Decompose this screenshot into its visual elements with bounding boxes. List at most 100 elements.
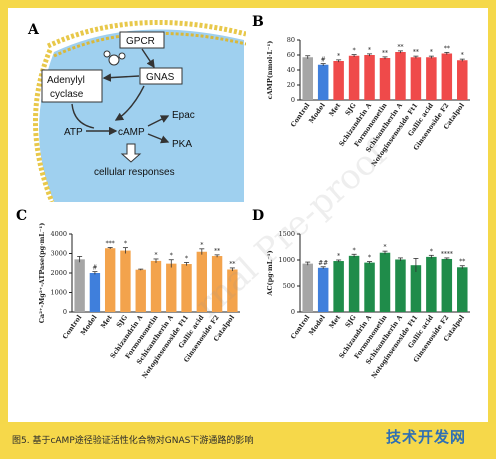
category-label: Met bbox=[327, 102, 342, 118]
bar-gallic-acid bbox=[196, 251, 208, 312]
bar-notoginsenoside-ft1 bbox=[410, 265, 422, 312]
y-tick-label: 1000 bbox=[278, 256, 295, 264]
camp-to-epac-arrow bbox=[147, 115, 170, 127]
bar-schisantherin-a bbox=[395, 52, 406, 100]
bar-model bbox=[317, 64, 329, 100]
significance-mark: * bbox=[353, 247, 356, 254]
category-label: Control bbox=[289, 313, 312, 341]
bar-model bbox=[317, 267, 329, 312]
vesicle-2 bbox=[118, 52, 126, 60]
category-label: Control bbox=[289, 101, 312, 129]
pka-label: PKA bbox=[172, 139, 192, 150]
category-label: SJG bbox=[344, 101, 358, 117]
vesicle-3 bbox=[103, 50, 111, 58]
category-label: Met bbox=[99, 314, 114, 330]
panel-letter-a: A bbox=[27, 22, 40, 38]
cell-membrane-left bbox=[33, 49, 55, 202]
bar-model bbox=[89, 273, 101, 312]
significance-mark: * bbox=[337, 53, 340, 60]
cyclase-label: cyclase bbox=[50, 89, 84, 100]
y-tick-label: 2000 bbox=[50, 269, 67, 277]
cyclase-to-camp-arrow bbox=[71, 103, 95, 129]
bar-ginsenoside-f2 bbox=[211, 256, 223, 312]
significance-mark: * bbox=[368, 47, 371, 54]
significance-mark: * bbox=[461, 52, 464, 59]
significance-mark: ** bbox=[382, 50, 388, 57]
chart-b-camp: B 0 20 40 60 80 cAMP(nmol·L⁻¹) Control # Model * Me… bbox=[252, 14, 470, 168]
chart-d-ac: D 0 500 1000 1500 AC(pg·mL⁻¹) Control ## Model * M… bbox=[252, 208, 470, 380]
significance-mark: * bbox=[368, 255, 371, 262]
significance-mark: ** bbox=[229, 261, 235, 268]
bar-schisantherin-a bbox=[166, 263, 177, 312]
category-label: SJG bbox=[344, 313, 358, 329]
figure-caption: 图5. 基于cAMP途径验证活性化合物对GNAS下游通路的影响 bbox=[12, 436, 254, 446]
significance-mark: * bbox=[337, 253, 340, 260]
bar-gallic-acid bbox=[426, 256, 437, 312]
significance-mark: *** bbox=[106, 240, 115, 247]
bar-sjg bbox=[348, 55, 360, 100]
category-label: Model bbox=[307, 101, 327, 125]
significance-mark: * bbox=[384, 244, 387, 251]
y-tick-label: 40 bbox=[287, 66, 295, 74]
bar-schizandrin-a bbox=[364, 55, 375, 100]
y-tick-label: 1000 bbox=[50, 289, 67, 297]
site-logo: 技术开发网 bbox=[386, 428, 467, 446]
significance-mark: * bbox=[155, 252, 158, 259]
cellular-responses-label: cellular responses bbox=[94, 167, 175, 178]
gpcr-to-gnas-arrow bbox=[141, 48, 155, 69]
bar-schizandrin-a bbox=[135, 269, 146, 312]
significance-mark: ** bbox=[444, 45, 450, 52]
panel-letter-b: B bbox=[252, 14, 264, 30]
y-tick-label: 3000 bbox=[50, 250, 67, 258]
y-tick-label: 1500 bbox=[278, 230, 295, 238]
atp-label: ATP bbox=[64, 127, 83, 138]
bar-notoginsenoside-ft1 bbox=[410, 57, 422, 100]
bar-formononetin bbox=[379, 252, 391, 312]
bar-schizandrin-a bbox=[364, 262, 375, 312]
significance-mark: ** bbox=[214, 248, 220, 255]
category-label: Met bbox=[327, 314, 342, 330]
bar-ginsenoside-f2 bbox=[441, 53, 453, 100]
category-label: SJG bbox=[115, 313, 129, 329]
significance-mark: **** bbox=[441, 251, 453, 258]
significance-mark: * bbox=[185, 255, 188, 262]
y-axis-label: cAMP(nmol·L⁻¹) bbox=[266, 41, 274, 100]
gnas-label: GNAS bbox=[146, 72, 175, 83]
significance-mark: # bbox=[321, 57, 326, 64]
significance-mark: * bbox=[200, 242, 203, 249]
gnas-to-cyclase-arrow bbox=[102, 73, 140, 82]
chart-c-atpase: C 0 1000 2000 3000 4000 Ca²⁺-Mg²⁺-ATPase(pg·mL… bbox=[16, 208, 240, 380]
category-label: Model bbox=[79, 313, 99, 337]
y-tick-label: 20 bbox=[287, 81, 295, 89]
y-tick-label: 0 bbox=[291, 308, 295, 316]
panel-letter-d: D bbox=[252, 208, 264, 224]
significance-mark: * bbox=[353, 48, 356, 55]
bar-control bbox=[302, 263, 313, 312]
significance-mark: ** bbox=[459, 259, 465, 266]
adenylyl-cyclase-box bbox=[41, 69, 103, 103]
y-tick-label: 500 bbox=[283, 282, 295, 290]
gpcr-label: GPCR bbox=[126, 36, 155, 47]
bar-catalpol bbox=[457, 60, 468, 100]
adenylyl-label: Adenylyl bbox=[47, 75, 85, 86]
significance-mark: * bbox=[430, 49, 433, 56]
gpcr-box bbox=[119, 31, 165, 49]
bar-notoginsenoside-ft1 bbox=[181, 264, 192, 312]
downstream-arrow bbox=[120, 143, 142, 163]
bar-formononetin bbox=[379, 58, 391, 100]
bar-gallic-acid bbox=[426, 57, 437, 100]
camp-label: cAMP bbox=[118, 127, 145, 138]
camp-pathway-diagram: A GPCR GNAS Adenylyl cyclase ATP cAMP Ep… bbox=[27, 19, 246, 202]
gnas-to-camp-curve bbox=[114, 85, 145, 121]
bar-control bbox=[74, 259, 85, 312]
bar-sjg bbox=[348, 255, 360, 312]
significance-mark: ** bbox=[397, 44, 403, 51]
bar-catalpol bbox=[457, 267, 468, 312]
category-label: Control bbox=[61, 313, 84, 341]
panel-letter-c: C bbox=[16, 208, 27, 224]
significance-mark: # bbox=[92, 265, 97, 272]
gnas-box bbox=[139, 67, 183, 85]
y-axis-label: AC(pg·mL⁻¹) bbox=[266, 250, 274, 296]
y-tick-label: 0 bbox=[291, 96, 295, 104]
bar-control bbox=[302, 57, 313, 100]
